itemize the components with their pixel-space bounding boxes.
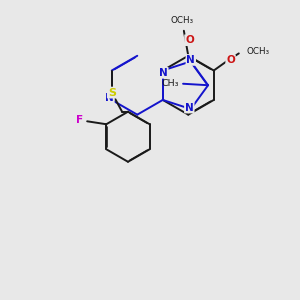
- Text: OCH₃: OCH₃: [246, 47, 269, 56]
- Text: O: O: [185, 35, 194, 45]
- Text: N: N: [159, 68, 168, 78]
- Text: CH₃: CH₃: [161, 79, 178, 88]
- Text: S: S: [108, 88, 116, 98]
- Text: O: O: [226, 55, 235, 65]
- Text: N: N: [186, 55, 195, 65]
- Text: OCH₃: OCH₃: [171, 16, 194, 26]
- Text: N: N: [105, 94, 114, 103]
- Text: F: F: [76, 115, 83, 125]
- Text: N: N: [185, 103, 194, 112]
